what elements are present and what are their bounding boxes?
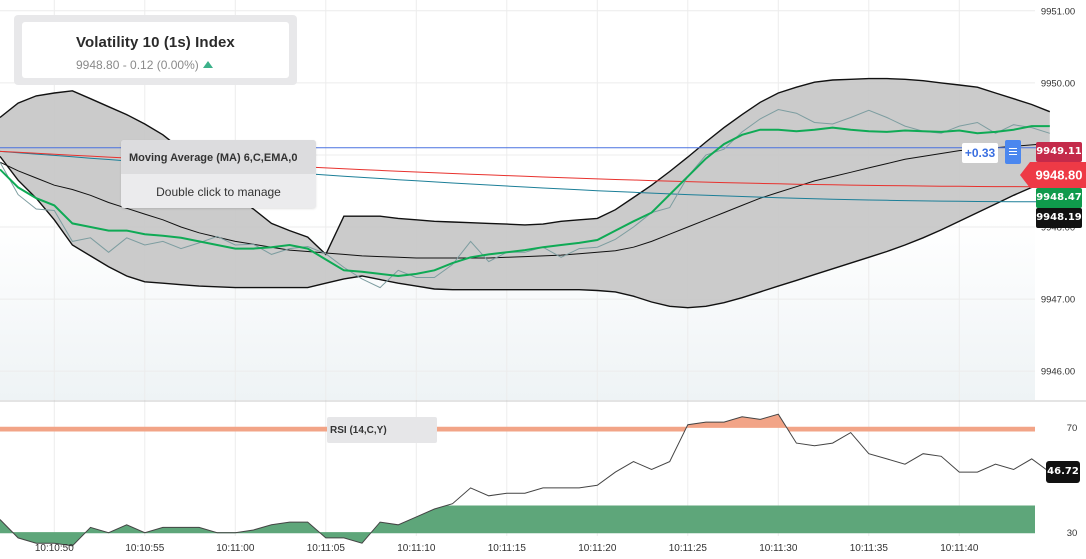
x-tick-label: 10:10:50 [35, 543, 74, 554]
price-series [0, 108, 1050, 289]
price-line [0, 108, 1050, 289]
rsi-indicator-label[interactable]: RSI (14,C,Y) [327, 417, 437, 443]
x-tick-label: 10:11:05 [307, 543, 346, 554]
x-tick-label: 10:11:30 [759, 543, 798, 554]
ema-green-tag: 9948.47 [1036, 188, 1082, 208]
tooltip-header: Moving Average (MA) 6,C,EMA,0 [121, 140, 316, 174]
y-tick-label: 9950.00 [1041, 78, 1075, 89]
x-tick-label: 10:10:55 [125, 543, 164, 554]
y-tick-label: 9946.00 [1041, 367, 1075, 378]
x-tick-label: 10:11:35 [850, 543, 889, 554]
y-tick-label: 9951.00 [1041, 6, 1075, 17]
y-tick-label: 9947.00 [1041, 295, 1075, 306]
band-lower-line [0, 155, 1050, 309]
lower-band-tag: 9948.19 [1036, 208, 1082, 228]
x-tick-label: 10:11:10 [397, 543, 436, 554]
current-price-tag: 9948.80 [1020, 162, 1086, 188]
rsi-oversold-fill [0, 505, 1035, 546]
x-tick-label: 10:11:25 [669, 543, 708, 554]
indicator-tooltip[interactable]: Moving Average (MA) 6,C,EMA,0 Double cli… [121, 140, 316, 208]
instrument-title: Volatility 10 (1s) Index [76, 34, 235, 51]
instrument-quote: 9948.80 - 0.12 (0.00%) [76, 58, 213, 72]
rsi-line [0, 413, 1051, 547]
trend-up-icon [202, 61, 213, 68]
price-delta-badge: +0.33 [962, 143, 998, 163]
x-tick-label: 10:11:20 [578, 543, 617, 554]
tooltip-manage-hint[interactable]: Double click to manage [156, 185, 281, 199]
quote-text: 9948.80 - 0.12 (0.00%) [76, 58, 199, 72]
instrument-card[interactable]: Volatility 10 (1s) Index 9948.80 - 0.12 … [22, 22, 289, 78]
bollinger-bands [0, 77, 1051, 309]
rsi-indicator [0, 413, 1051, 547]
instrument-panel[interactable]: Volatility 10 (1s) Index 9948.80 - 0.12 … [14, 15, 297, 85]
price-line-menu-icon[interactable] [1005, 140, 1021, 164]
rsi-y-tick-label: 30 [1067, 528, 1078, 539]
rsi-last-value-tag: 46.72 [1046, 461, 1080, 483]
rsi-y-tick-label: 70 [1067, 423, 1078, 434]
x-tick-label: 10:11:00 [216, 543, 255, 554]
current-price-text: 9948.80 [1036, 168, 1083, 183]
upper-band-tag: 9949.11 [1036, 142, 1082, 162]
x-tick-label: 10:11:40 [940, 543, 979, 554]
band-middle-line [0, 142, 1050, 259]
x-tick-label: 10:11:15 [488, 543, 527, 554]
ema-green-line [0, 125, 1050, 278]
band-fill [0, 78, 1050, 308]
y-tick-label: 9948.00 [1041, 223, 1075, 234]
